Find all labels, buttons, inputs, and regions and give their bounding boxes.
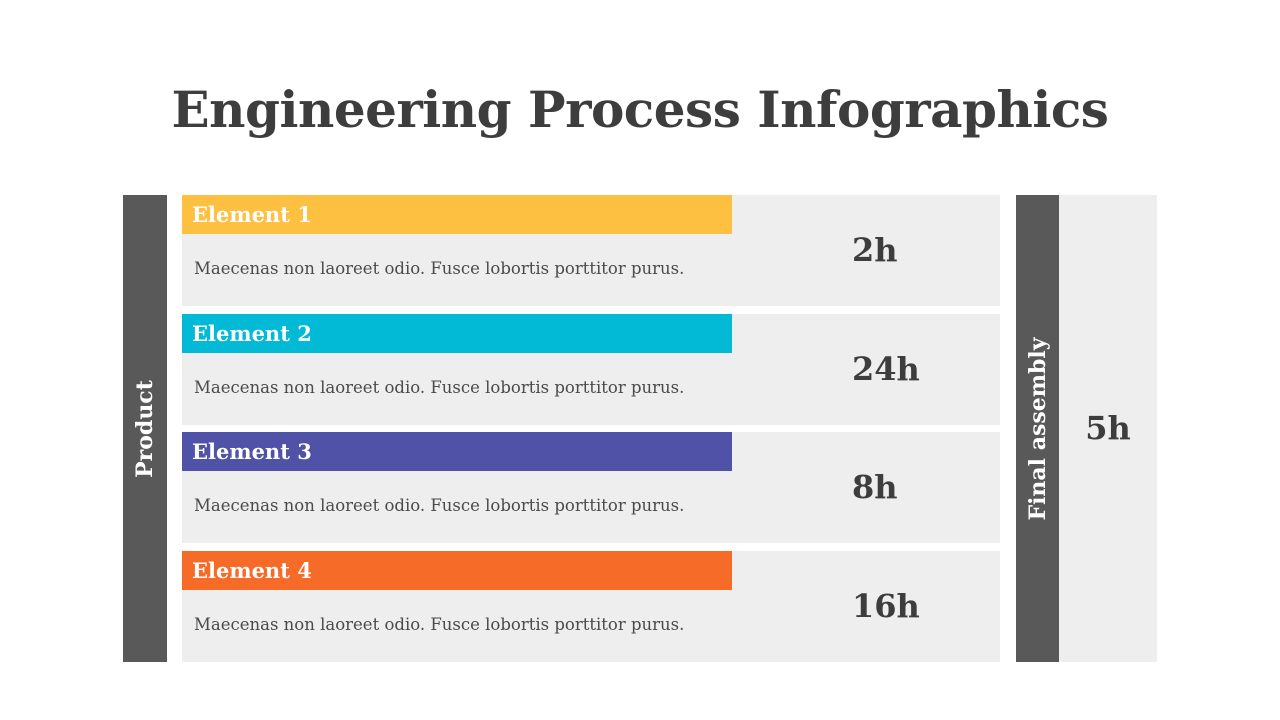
element-row-1: Element 1 Maecenas non laoreet odio. Fus… [182, 195, 1000, 306]
final-assembly-label: Final assembly [1024, 336, 1051, 521]
element-header-3: Element 3 [182, 432, 732, 471]
element-header-2: Element 2 [182, 314, 732, 353]
element-header-4: Element 4 [182, 551, 732, 590]
element-row-4: Element 4 Maecenas non laoreet odio. Fus… [182, 551, 1000, 662]
page-title: Engineering Process Infographics [171, 80, 1109, 139]
element-description-3: Maecenas non laoreet odio. Fusce loborti… [194, 496, 685, 515]
product-side-bar: Product [123, 195, 167, 662]
final-assembly-panel: 5h [1059, 195, 1157, 662]
final-assembly-time: 5h [1085, 409, 1131, 447]
element-description-1: Maecenas non laoreet odio. Fusce loborti… [194, 259, 685, 278]
element-label-1: Element 1 [192, 202, 312, 227]
element-time-2: 24h [852, 350, 920, 388]
element-description-2: Maecenas non laoreet odio. Fusce loborti… [194, 378, 685, 397]
element-header-1: Element 1 [182, 195, 732, 234]
element-label-2: Element 2 [192, 321, 312, 346]
element-row-3: Element 3 Maecenas non laoreet odio. Fus… [182, 432, 1000, 543]
element-description-4: Maecenas non laoreet odio. Fusce loborti… [194, 615, 685, 634]
final-assembly-side-bar: Final assembly [1016, 195, 1059, 662]
product-label: Product [132, 379, 158, 478]
element-label-4: Element 4 [192, 558, 312, 583]
element-time-3: 8h [852, 468, 898, 506]
element-time-4: 16h [852, 587, 920, 625]
element-row-2: Element 2 Maecenas non laoreet odio. Fus… [182, 314, 1000, 425]
element-label-3: Element 3 [192, 439, 312, 464]
element-time-1: 2h [852, 231, 898, 269]
